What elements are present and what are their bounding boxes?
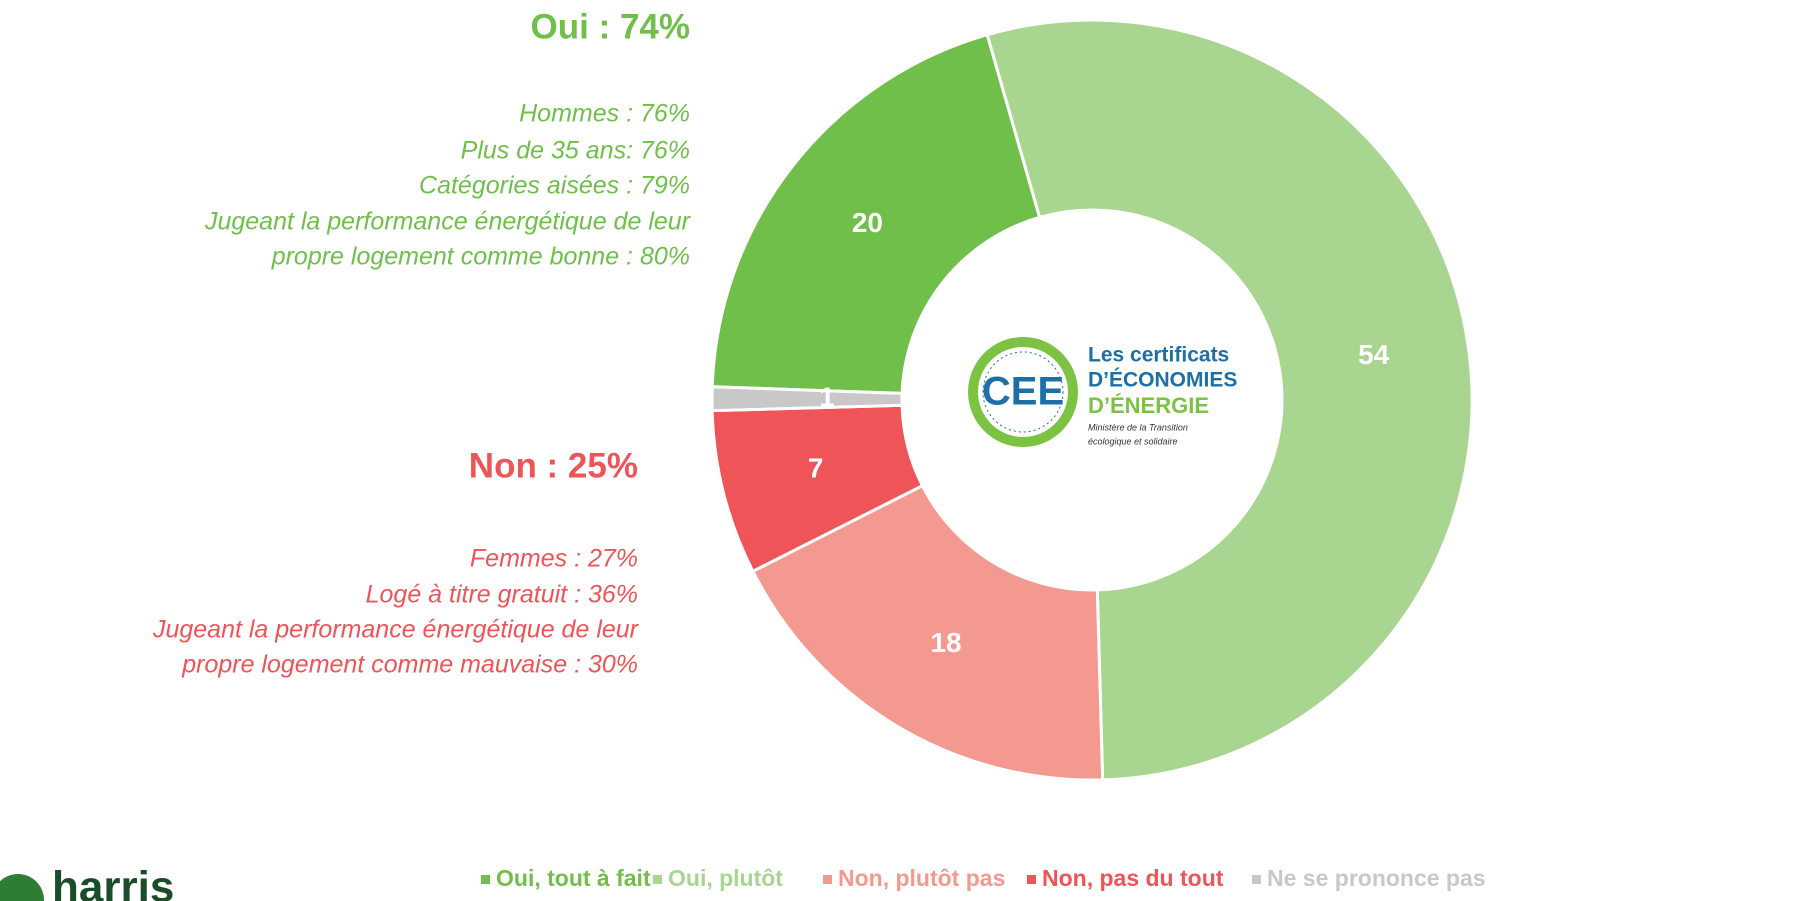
data-label: 18 bbox=[930, 627, 961, 658]
cee-logo: CEE Les certificats D’ÉCONOMIES D’ÉNERGI… bbox=[968, 337, 1237, 447]
logo-line: D’ÉNERGIE bbox=[1088, 393, 1209, 418]
slice bbox=[750, 483, 1105, 782]
annotation-line: Jugeant la performance énergétique de le… bbox=[204, 208, 692, 236]
annotation-line: Hommes : 76% bbox=[519, 100, 690, 128]
annotation-line: propre logement comme mauvaise : 30% bbox=[181, 651, 638, 679]
annotation-line: Plus de 35 ans: 76% bbox=[461, 137, 690, 165]
legend-label: Non, plutôt pas bbox=[838, 865, 1005, 891]
annotation-line: Jugeant la performance énergétique de le… bbox=[152, 616, 640, 644]
legend-label: Ne se prononce pas bbox=[1267, 865, 1486, 891]
logo-line: Les certificats bbox=[1088, 344, 1229, 367]
data-label: 1 bbox=[819, 381, 835, 412]
logo-badge-ring bbox=[982, 351, 1064, 433]
legend-swatch bbox=[1252, 875, 1261, 884]
annotation-title: Non : 25% bbox=[469, 446, 638, 485]
legend-label: Oui, tout à fait bbox=[496, 865, 651, 891]
data-label: 54 bbox=[1358, 339, 1390, 370]
slice bbox=[985, 18, 1474, 782]
legend-swatch bbox=[823, 875, 832, 884]
donut: 20 54 18 7 1 bbox=[710, 18, 1474, 782]
annotation-line: propre logement comme bonne : 80% bbox=[271, 243, 690, 271]
annotation-title: Oui : 74% bbox=[531, 7, 690, 46]
brand-name: harris bbox=[52, 863, 174, 901]
data-label: 20 bbox=[852, 207, 883, 238]
legend-swatch bbox=[481, 875, 490, 884]
brand-mark bbox=[0, 874, 44, 901]
legend-swatch bbox=[653, 875, 662, 884]
annotation-line: Femmes : 27% bbox=[470, 545, 638, 573]
brand-logo: harris bbox=[0, 863, 174, 901]
slice bbox=[710, 385, 904, 413]
annotation-line: Catégories aisées : 79% bbox=[419, 172, 690, 200]
data-label: 7 bbox=[808, 452, 824, 483]
slice bbox=[710, 32, 1042, 395]
logo-line: D’ÉCONOMIES bbox=[1088, 369, 1237, 392]
legend-label: Non, pas du tout bbox=[1042, 865, 1224, 891]
annotation-line: Logé à titre gratuit : 36% bbox=[366, 581, 638, 609]
logo-badge-inner bbox=[978, 347, 1068, 437]
logo-line: écologique et solidaire bbox=[1088, 436, 1178, 446]
logo-badge-text: CEE bbox=[982, 370, 1064, 414]
logo-line: Ministère de la Transition bbox=[1088, 422, 1188, 432]
legend-label: Oui, plutôt bbox=[668, 865, 783, 891]
legend-swatch bbox=[1027, 875, 1036, 884]
